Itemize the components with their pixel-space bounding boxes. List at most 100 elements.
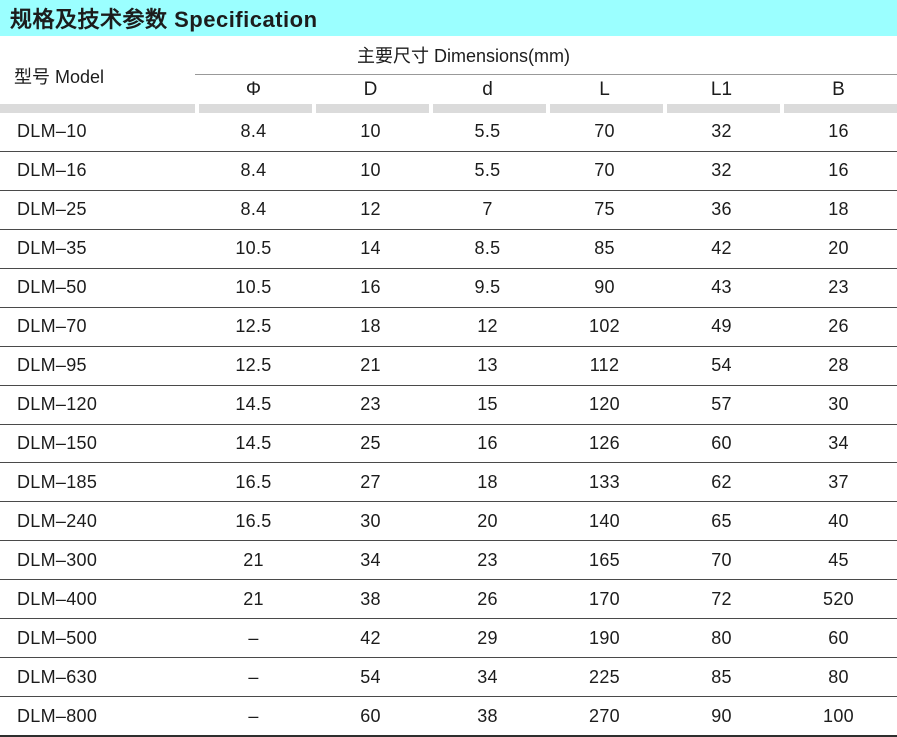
dim-cell-d-lower: 7 xyxy=(482,199,493,220)
table-row: DLM–50 10.5 16 9.5 90 43 23 xyxy=(0,269,897,308)
dim-cell-l1: 70 xyxy=(711,549,732,570)
dim-cell-b: 20 xyxy=(828,238,849,259)
dim-cell-b: 16 xyxy=(828,160,849,181)
separator-segment xyxy=(199,104,312,113)
model-cell: DLM–70 xyxy=(17,316,87,337)
dim-cell-d-lower: 29 xyxy=(477,627,498,648)
table-row: DLM–185 16.5 27 18 133 62 37 xyxy=(0,463,897,503)
table-row: DLM–70 12.5 18 12 102 49 26 xyxy=(0,308,897,347)
dim-cell-l: 120 xyxy=(589,394,620,415)
dim-cell-b: 100 xyxy=(823,705,854,726)
dimensions-group-header: 主要尺寸 Dimensions(mm) xyxy=(195,36,897,75)
table-row: DLM–120 14.5 23 15 120 57 30 xyxy=(0,386,897,425)
dim-cell-phi: – xyxy=(248,666,259,687)
model-cell: DLM–35 xyxy=(17,238,87,259)
dim-cell-b: 45 xyxy=(828,549,849,570)
dim-cell-l1: 90 xyxy=(711,705,732,726)
column-header-phi: Φ xyxy=(245,78,262,100)
dim-cell-phi: 12.5 xyxy=(235,316,272,337)
dim-cell-l: 165 xyxy=(589,549,620,570)
separator-band xyxy=(0,104,897,113)
separator-segment xyxy=(784,104,897,113)
dim-cell-d-upper: 21 xyxy=(360,355,381,376)
separator-segment xyxy=(550,104,663,113)
model-cell: DLM–300 xyxy=(17,549,98,570)
dim-cell-b: 16 xyxy=(828,121,849,142)
table-row: DLM–630 – 54 34 225 85 80 xyxy=(0,658,897,698)
model-cell: DLM–10 xyxy=(17,121,87,142)
dim-cell-l1: 85 xyxy=(711,666,732,687)
dim-cell-b: 520 xyxy=(823,588,854,609)
dim-cell-d-lower: 8.5 xyxy=(474,238,501,259)
model-cell: DLM–500 xyxy=(17,627,98,648)
dim-cell-phi: 21 xyxy=(243,549,264,570)
dim-cell-l: 102 xyxy=(589,316,620,337)
dim-cell-b: 18 xyxy=(828,199,849,220)
dim-cell-d-lower: 15 xyxy=(477,394,498,415)
dim-cell-phi: 16.5 xyxy=(235,510,272,531)
dim-cell-phi: 14.5 xyxy=(235,432,272,453)
dim-cell-l: 85 xyxy=(594,238,615,259)
dim-cell-d-lower: 16 xyxy=(477,432,498,453)
dim-cell-d-upper: 14 xyxy=(360,238,381,259)
column-header-b: B xyxy=(832,78,845,100)
dim-cell-l: 190 xyxy=(589,627,620,648)
dim-cell-phi: 8.4 xyxy=(240,160,267,181)
dim-cell-d-lower: 18 xyxy=(477,471,498,492)
dim-cell-d-upper: 54 xyxy=(360,666,381,687)
dim-cell-b: 26 xyxy=(828,316,849,337)
table-row: DLM–10 8.4 10 5.5 70 32 16 xyxy=(0,113,897,152)
dim-cell-phi: 10.5 xyxy=(235,277,272,298)
dim-cell-d-lower: 5.5 xyxy=(474,160,501,181)
dim-cell-d-upper: 10 xyxy=(360,121,381,142)
model-cell: DLM–16 xyxy=(17,160,87,181)
table-row: DLM–25 8.4 12 7 75 36 18 xyxy=(0,191,897,230)
dim-cell-b: 40 xyxy=(828,510,849,531)
dim-cell-l1: 62 xyxy=(711,471,732,492)
dim-cell-d-upper: 10 xyxy=(360,160,381,181)
table-body: DLM–10 8.4 10 5.5 70 32 16 DLM–16 8.4 10 5.5 70 32 16… xyxy=(0,113,897,737)
dim-cell-d-lower: 5.5 xyxy=(474,121,501,142)
dim-cell-l1: 72 xyxy=(711,588,732,609)
dim-cell-l1: 54 xyxy=(711,355,732,376)
model-cell: DLM–400 xyxy=(17,588,98,609)
dim-cell-l: 90 xyxy=(594,277,615,298)
dim-cell-l: 225 xyxy=(589,666,620,687)
model-cell: DLM–50 xyxy=(17,277,87,298)
dim-cell-l: 112 xyxy=(589,355,620,376)
dim-cell-b: 80 xyxy=(828,666,849,687)
dim-cell-d-upper: 18 xyxy=(360,316,381,337)
dim-cell-phi: 12.5 xyxy=(235,355,272,376)
dim-cell-d-upper: 23 xyxy=(360,394,381,415)
dim-cell-phi: – xyxy=(248,627,259,648)
page-title: 规格及技术参数 Specification xyxy=(10,7,318,32)
separator-segment xyxy=(0,104,195,113)
dim-cell-d-upper: 16 xyxy=(360,277,381,298)
dim-cell-phi: 8.4 xyxy=(240,121,267,142)
table-row: DLM–150 14.5 25 16 126 60 34 xyxy=(0,425,897,464)
dim-cell-d-lower: 34 xyxy=(477,666,498,687)
table-row: DLM–240 16.5 30 20 140 65 40 xyxy=(0,502,897,542)
model-cell: DLM–185 xyxy=(17,471,98,492)
dim-cell-l: 133 xyxy=(589,471,620,492)
dim-cell-phi: 16.5 xyxy=(235,471,272,492)
dim-cell-b: 30 xyxy=(828,394,849,415)
dim-cell-d-lower: 9.5 xyxy=(474,277,501,298)
dim-cell-b: 23 xyxy=(828,277,849,298)
table-row: DLM–400 21 38 26 170 72 520 xyxy=(0,580,897,620)
dim-cell-d-upper: 60 xyxy=(360,705,381,726)
dim-cell-phi: – xyxy=(248,705,259,726)
model-cell: DLM–120 xyxy=(17,394,98,415)
model-cell: DLM–240 xyxy=(17,510,98,531)
dimensions-header-group: 主要尺寸 Dimensions(mm) Φ D d L L1 B xyxy=(195,36,897,104)
dim-cell-d-upper: 38 xyxy=(360,588,381,609)
column-letters-row: Φ D d L L1 B xyxy=(195,75,897,104)
table-row: DLM–16 8.4 10 5.5 70 32 16 xyxy=(0,152,897,191)
model-cell: DLM–25 xyxy=(17,199,87,220)
separator-segment xyxy=(316,104,429,113)
dim-cell-d-lower: 38 xyxy=(477,705,498,726)
dim-cell-d-lower: 13 xyxy=(477,355,498,376)
column-header-d-upper: D xyxy=(363,78,378,100)
table-row: DLM–300 21 34 23 165 70 45 xyxy=(0,541,897,581)
dim-cell-l1: 42 xyxy=(711,238,732,259)
